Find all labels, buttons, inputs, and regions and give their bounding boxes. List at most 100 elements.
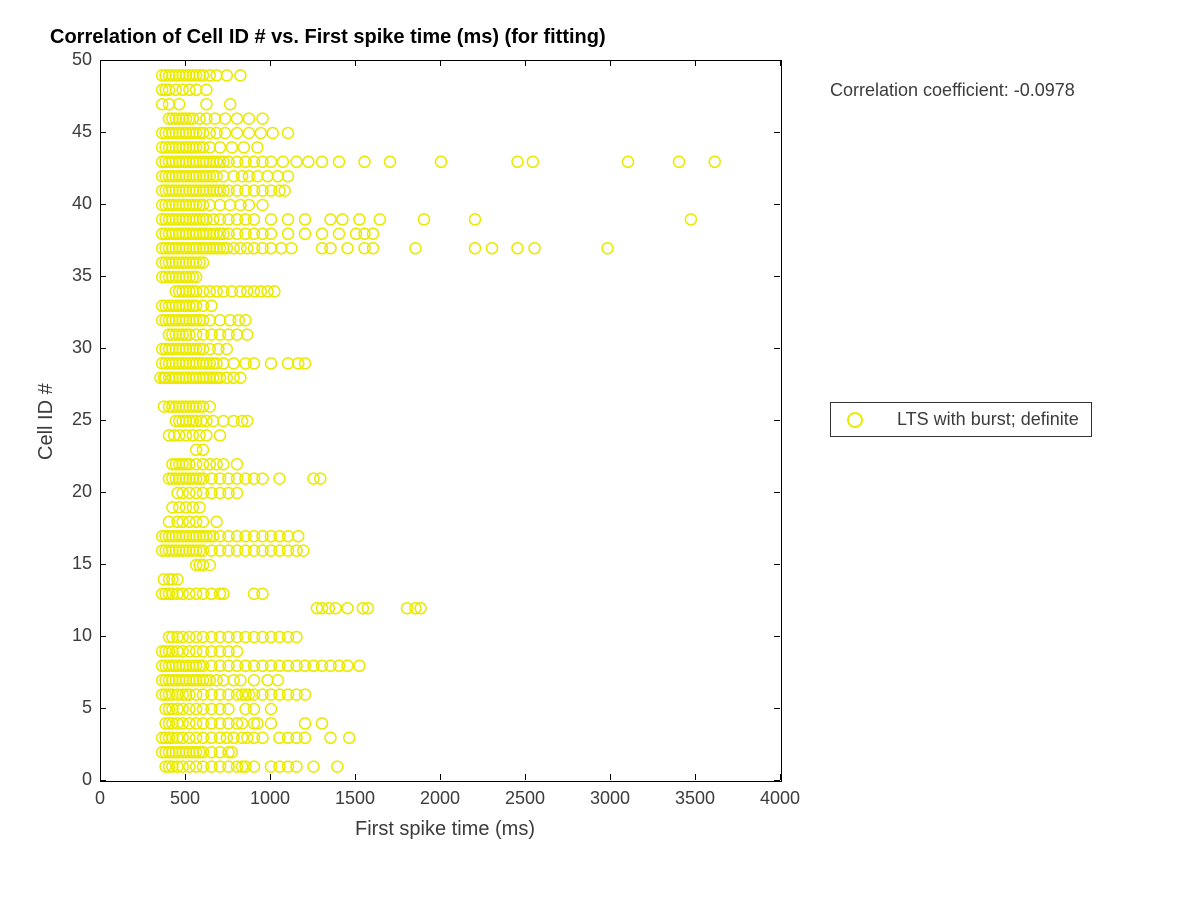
scatter-point [283, 531, 294, 542]
figure: Correlation of Cell ID # vs. First spike… [0, 0, 1200, 900]
scatter-point [325, 732, 336, 743]
scatter-point [300, 358, 311, 369]
y-tick-label: 0 [52, 769, 92, 790]
scatter-point [201, 99, 212, 110]
scatter-point [269, 286, 280, 297]
scatter-point [317, 156, 328, 167]
scatter-point [266, 228, 277, 239]
scatter-point [257, 200, 268, 211]
scatter-point [300, 214, 311, 225]
scatter-point [218, 416, 229, 427]
scatter-point [243, 200, 254, 211]
scatter-point [342, 660, 353, 671]
x-tick-label: 4000 [750, 788, 810, 809]
scatter-point [208, 416, 219, 427]
scatter-point [249, 761, 260, 772]
scatter-point [512, 243, 523, 254]
scatter-point [317, 718, 328, 729]
scatter-point [283, 358, 294, 369]
scatter-point [354, 660, 365, 671]
scatter-point [330, 603, 341, 614]
scatter-point [252, 142, 263, 153]
scatter-point [225, 200, 236, 211]
scatter-point [529, 243, 540, 254]
scatter-point [243, 128, 254, 139]
scatter-point [249, 675, 260, 686]
scatter-point [277, 156, 288, 167]
scatter-point [283, 128, 294, 139]
scatter-point [487, 243, 498, 254]
scatter-point [228, 358, 239, 369]
legend-label: LTS with burst; definite [897, 409, 1079, 430]
scatter-point [266, 214, 277, 225]
scatter-point [262, 171, 273, 182]
scatter-point [266, 358, 277, 369]
scatter-point [300, 228, 311, 239]
x-tick-label: 3500 [665, 788, 725, 809]
scatter-point [470, 214, 481, 225]
scatter-point [354, 214, 365, 225]
y-tick-label: 40 [52, 193, 92, 214]
scatter-point [232, 128, 243, 139]
scatter-point [337, 214, 348, 225]
scatter-point [274, 473, 285, 484]
scatter-point [232, 113, 243, 124]
legend-marker-icon [847, 412, 863, 428]
scatter-point [215, 430, 226, 441]
scatter-point [235, 372, 246, 383]
scatter-point [232, 488, 243, 499]
y-tick-label: 15 [52, 553, 92, 574]
scatter-point [266, 704, 277, 715]
scatter-point [252, 171, 263, 182]
x-tick-label: 1500 [325, 788, 385, 809]
scatter-point [315, 473, 326, 484]
scatter-point [374, 214, 385, 225]
scatter-point [232, 646, 243, 657]
scatter-point [249, 358, 260, 369]
scatter-point [512, 156, 523, 167]
scatter-point [257, 588, 268, 599]
scatter-point [257, 473, 268, 484]
scatter-point [257, 113, 268, 124]
scatter-point [204, 200, 215, 211]
scatter-point [242, 329, 253, 340]
scatter-point [359, 156, 370, 167]
scatter-point [204, 560, 215, 571]
x-tick-label: 2000 [410, 788, 470, 809]
scatter-point [249, 214, 260, 225]
y-tick-label: 50 [52, 49, 92, 70]
scatter-point [201, 430, 212, 441]
scatter-point [211, 516, 222, 527]
scatter-point [286, 243, 297, 254]
scatter-point [283, 171, 294, 182]
scatter-point [225, 99, 236, 110]
scatter-point [267, 128, 278, 139]
scatter-point [300, 732, 311, 743]
scatter-point [215, 142, 226, 153]
y-tick-label: 45 [52, 121, 92, 142]
scatter-point [174, 99, 185, 110]
scatter-point [283, 214, 294, 225]
scatter-point [410, 243, 421, 254]
scatter-point [419, 214, 430, 225]
scatter-point [527, 156, 538, 167]
scatter-point [300, 689, 311, 700]
scatter-point [164, 99, 175, 110]
scatter-point [602, 243, 613, 254]
scatter-point [232, 329, 243, 340]
scatter-point [238, 142, 249, 153]
x-tick-label: 500 [155, 788, 215, 809]
scatter-point [325, 214, 336, 225]
scatter-point [272, 171, 283, 182]
scatter-point [262, 675, 273, 686]
x-tick-label: 0 [70, 788, 130, 809]
x-tick-label: 2500 [495, 788, 555, 809]
scatter-point [436, 156, 447, 167]
y-tick-label: 35 [52, 265, 92, 286]
scatter-point [368, 228, 379, 239]
scatter-point [257, 732, 268, 743]
scatter-point [215, 200, 226, 211]
scatter-point [194, 502, 205, 513]
scatter-point [226, 142, 237, 153]
scatter-point [674, 156, 685, 167]
